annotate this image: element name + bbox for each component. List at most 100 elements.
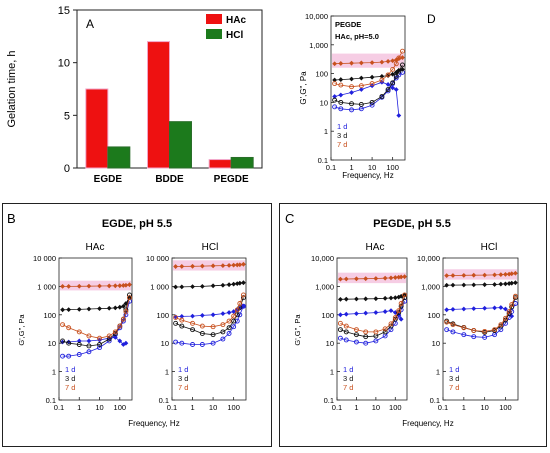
series-line-1d-loss	[334, 72, 403, 111]
point-3d-loss	[226, 325, 232, 331]
panel-a-ytick-label: 0	[64, 163, 70, 175]
point-1d-loss	[388, 327, 394, 333]
point-1d-storage	[444, 307, 450, 313]
point-7d-storage	[106, 283, 112, 289]
series-line-7d-loss	[340, 294, 405, 333]
point-7d-loss	[97, 335, 102, 341]
point-3d-loss	[179, 323, 185, 329]
point-1d-storage	[179, 313, 185, 319]
axes-frame	[442, 257, 519, 401]
point-7d-loss	[190, 320, 195, 326]
point-7d-loss	[127, 295, 132, 301]
point-3d-storage	[498, 281, 504, 287]
point-7d-loss	[373, 329, 379, 335]
point-3d-storage	[349, 76, 354, 82]
point-7d-loss	[512, 293, 518, 299]
point-1d-loss	[97, 345, 102, 351]
point-3d-storage	[332, 77, 338, 83]
ytick-label: 10	[48, 339, 56, 348]
point-1d-storage	[220, 311, 226, 317]
point-3d-storage	[471, 282, 477, 288]
point-3d-storage	[231, 281, 237, 287]
day-label-3d: 3 d	[449, 374, 459, 383]
point-1d-storage	[231, 309, 237, 314]
bar-hcl-bdde	[169, 121, 192, 169]
point-7d-loss	[492, 327, 498, 333]
point-3d-storage	[338, 77, 344, 82]
point-7d-loss	[482, 328, 488, 334]
point-7d-loss	[86, 333, 92, 339]
point-3d-loss	[385, 87, 391, 92]
series-line-1d-storage	[446, 307, 513, 317]
point-1d-loss	[220, 336, 226, 342]
point-1d-storage	[393, 87, 399, 92]
day-label-1d: 1 d	[178, 365, 188, 374]
day-label-1d: 1 d	[449, 365, 459, 374]
point-7d-loss	[382, 326, 388, 332]
point-1d-storage	[332, 94, 338, 99]
ytick-label: 0.1	[46, 396, 56, 405]
point-3d-storage	[190, 284, 195, 290]
point-7d-storage	[190, 263, 195, 269]
axes-frame	[171, 257, 247, 401]
day-label-3d: 3 d	[343, 374, 353, 383]
point-1d-loss	[76, 352, 82, 357]
ytick-label: 10 000	[33, 254, 56, 263]
panel-b-frame	[2, 203, 272, 447]
ytick-label: 1	[324, 127, 328, 136]
point-7d-storage	[220, 263, 226, 269]
point-3d-storage	[450, 282, 456, 288]
point-3d-loss	[60, 338, 66, 344]
point-3d-loss	[332, 97, 338, 103]
ytick-label: 1 000	[37, 282, 56, 291]
point-3d-storage	[363, 296, 369, 302]
point-7d-storage	[503, 271, 508, 277]
point-3d-storage	[234, 281, 240, 287]
point-7d-storage	[382, 275, 388, 281]
ytick-label: 100	[315, 70, 328, 79]
point-1d-loss	[369, 102, 375, 108]
xtick-label: 1	[462, 403, 466, 412]
point-7d-storage	[338, 276, 343, 282]
panel-d-subtitle: HAc, pH=5.0	[335, 32, 379, 41]
point-7d-loss	[123, 309, 129, 315]
xtick-label: 0.1	[332, 403, 342, 412]
point-7d-storage	[385, 59, 391, 64]
ytick-label: 1,000	[421, 282, 440, 291]
panel-a-ytick-label: 15	[58, 5, 70, 17]
point-7d-storage	[332, 61, 338, 67]
xtick-label: 0.1	[438, 403, 448, 412]
point-1d-storage	[190, 313, 195, 319]
point-1d-loss	[349, 107, 354, 113]
point-3d-storage	[112, 305, 118, 311]
ytick-label: 100	[321, 311, 334, 320]
rheo-chart-d: 0.1 1 10 100 1,000 10,000 0.1 1 10 100 1 d3 d7 d	[305, 12, 406, 172]
point-1d-storage	[503, 306, 508, 312]
day-label-7d: 7 d	[178, 383, 188, 392]
day-label-7d: 7 d	[65, 383, 75, 392]
series-line-3d-loss	[62, 294, 130, 347]
xtick-label: 10	[209, 403, 217, 412]
axes-frame	[330, 15, 406, 161]
point-7d-storage	[363, 276, 369, 282]
point-1d-loss	[461, 332, 467, 338]
point-7d-storage	[388, 275, 394, 281]
ytick-label: 1 000	[150, 282, 169, 291]
point-7d-storage	[373, 276, 379, 281]
point-7d-loss	[450, 322, 456, 328]
panel-b-ylabel: G',G", Pa	[17, 314, 26, 346]
point-7d-loss	[503, 315, 508, 321]
panel-b-left-label: HAc	[86, 242, 105, 253]
point-7d-storage	[509, 271, 515, 277]
point-1d-storage	[354, 311, 359, 317]
point-7d-storage	[112, 283, 118, 289]
point-3d-loss	[338, 99, 344, 105]
point-7d-loss	[385, 72, 391, 78]
point-3d-storage	[503, 281, 508, 287]
panel-b-right-label: HCl	[202, 242, 219, 253]
point-1d-loss	[237, 312, 243, 318]
point-1d-loss	[471, 334, 477, 340]
point-3d-storage	[373, 296, 379, 302]
point-3d-loss	[337, 327, 343, 333]
xtick-label: 1	[77, 403, 81, 412]
